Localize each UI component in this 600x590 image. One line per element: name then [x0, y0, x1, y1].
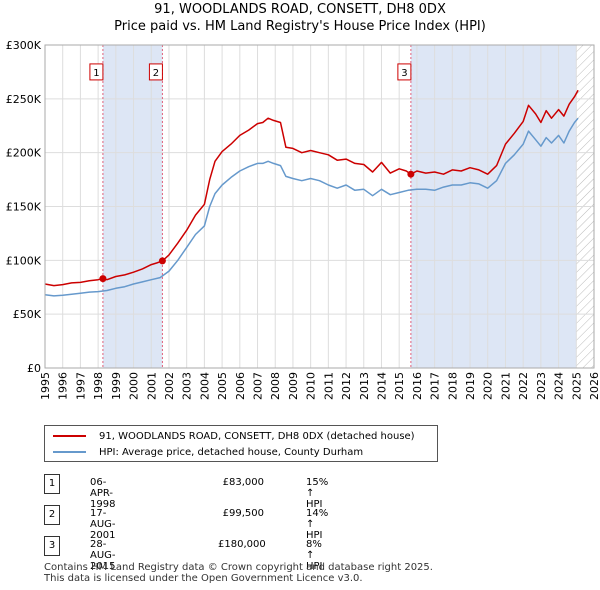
y-tick-label: £50K: [13, 308, 42, 321]
x-tick-label: 2008: [269, 372, 282, 400]
legend-item-property: 91, WOODLANDS ROAD, CONSETT, DH8 0DX (de…: [53, 428, 415, 444]
x-tick-label: 1999: [110, 372, 123, 400]
transaction-label: 1: [93, 68, 99, 79]
transaction-label-box: [148, 63, 163, 81]
transaction-number: 3: [44, 536, 60, 556]
plot-frame: [44, 44, 595, 369]
x-tick-label: 2004: [198, 372, 211, 400]
x-tick-label: 2002: [163, 372, 176, 400]
legend-item-hpi: HPI: Average price, detached house, Coun…: [53, 444, 363, 460]
transaction-date: 28-AUG-2015: [90, 539, 116, 572]
footer-licence: This data is licensed under the Open Gov…: [44, 573, 363, 584]
x-tick-label: 2009: [287, 372, 300, 400]
x-tick-label: 2017: [429, 372, 442, 400]
transaction-date: 17-AUG-2001: [90, 508, 116, 541]
transaction-number: 2: [44, 505, 60, 525]
transaction-date: 06-APR-1998: [90, 477, 116, 510]
legend-label-hpi: HPI: Average price, detached house, Coun…: [99, 446, 364, 458]
x-tick-label: 2019: [464, 372, 477, 400]
transaction-label: 2: [153, 68, 159, 79]
x-tick-label: 2015: [393, 372, 406, 400]
hpi-line: [44, 117, 579, 297]
x-tick-label: 2016: [411, 372, 424, 400]
transaction-number: 1: [44, 474, 60, 494]
x-tick-label: 2000: [128, 372, 141, 400]
legend-label-property: 91, WOODLANDS ROAD, CONSETT, DH8 0DX (de…: [99, 430, 415, 442]
transaction-price: £180,000: [218, 539, 266, 550]
x-tick-label: 2020: [482, 372, 495, 400]
x-tick-label: 1995: [39, 372, 52, 400]
legend-swatch-hpi: [53, 451, 86, 453]
transaction-label-box: [89, 63, 104, 81]
x-tick-label: 2013: [358, 372, 371, 400]
x-tick-label: 2023: [535, 372, 548, 400]
transaction-hpi-change: 8% ↑ HPI: [306, 539, 323, 572]
transaction-point: [407, 170, 415, 178]
x-tick-label: 2006: [234, 372, 247, 400]
x-tick-label: 2012: [340, 372, 353, 400]
x-tick-label: 2003: [181, 372, 194, 400]
x-tick-label: 2021: [499, 372, 512, 400]
transaction-label: 3: [401, 68, 407, 79]
x-tick-label: 2024: [553, 372, 566, 400]
x-tick-label: 2005: [216, 372, 229, 400]
transaction-point: [158, 257, 166, 265]
x-tick-label: 1998: [92, 372, 105, 400]
transaction-price: £99,500: [222, 508, 264, 519]
transaction-point: [99, 275, 107, 283]
x-tick-label: 2026: [588, 372, 600, 400]
transaction-hpi-change: 15% ↑ HPI: [306, 477, 329, 510]
x-tick-label: 2011: [322, 372, 335, 400]
y-tick-label: £250K: [6, 93, 42, 106]
y-tick-label: £100K: [6, 254, 42, 267]
chart-title: 91, WOODLANDS ROAD, CONSETT, DH8 0DX: [154, 2, 446, 17]
footer-copyright: Contains HM Land Registry data © Crown c…: [44, 562, 433, 573]
legend: 91, WOODLANDS ROAD, CONSETT, DH8 0DX (de…: [44, 425, 438, 462]
y-tick-label: £300K: [6, 39, 42, 52]
x-tick-label: 2001: [145, 372, 158, 400]
transaction-label-box: [397, 63, 412, 81]
transaction-hpi-change: 14% ↑ HPI: [306, 508, 329, 541]
x-tick-label: 2010: [305, 372, 318, 400]
x-tick-label: 2018: [446, 372, 459, 400]
y-tick-label: £150K: [6, 201, 42, 214]
x-tick-label: 2025: [570, 372, 583, 400]
chart-subtitle: Price paid vs. HM Land Registry's House …: [114, 19, 486, 34]
x-tick-label: 2007: [252, 372, 265, 400]
x-tick-label: 2014: [375, 372, 388, 400]
x-tick-label: 2022: [517, 372, 530, 400]
y-tick-label: £0: [27, 362, 41, 375]
x-tick-label: 1997: [74, 372, 87, 400]
y-tick-label: £200K: [6, 147, 42, 160]
legend-swatch-property: [53, 435, 86, 437]
price-chart: 1 2 3 £0 £50K £100K £150K £200K £250K £300K 1995 19…: [6, 39, 600, 400]
transaction-price: £83,000: [222, 477, 264, 488]
x-tick-label: 1996: [57, 372, 70, 400]
property-price-line: [44, 89, 579, 287]
